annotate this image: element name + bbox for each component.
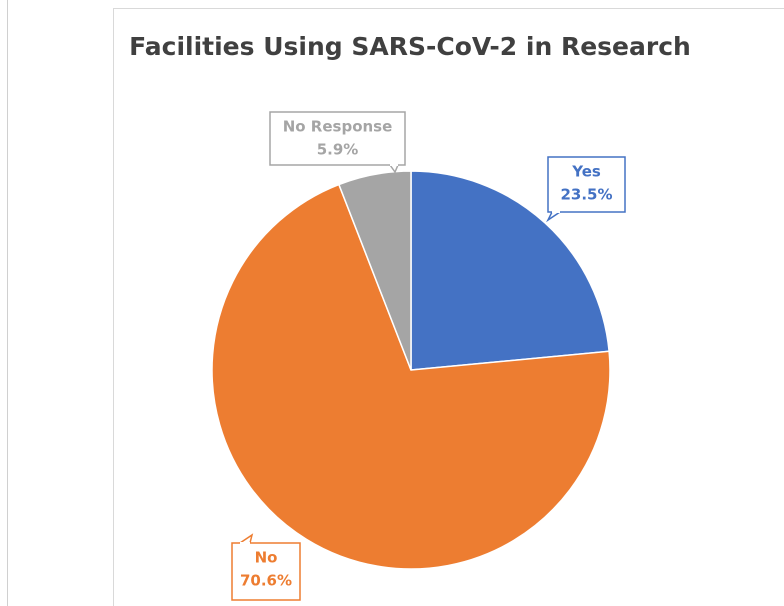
- data-label-value: 70.6%: [240, 572, 292, 590]
- callout-box: [269, 111, 406, 166]
- pie-slice: [410, 170, 610, 371]
- callout-box: [547, 156, 626, 213]
- pie-slice: [211, 183, 611, 570]
- chart-frame: [113, 8, 784, 606]
- callout-box: [231, 542, 301, 601]
- data-label-category: Yes: [571, 163, 601, 181]
- data-label-category: No Response: [283, 118, 393, 136]
- data-label-category: No: [255, 549, 278, 567]
- chart-title: Facilities Using SARS-CoV-2 in Research: [129, 32, 691, 61]
- callout-pointer: [239, 533, 254, 544]
- callout-pointer: [546, 211, 561, 223]
- callout-pointer: [389, 164, 399, 174]
- data-label-value: 5.9%: [317, 141, 359, 159]
- pie-slice: [337, 170, 412, 371]
- data-label-value: 23.5%: [560, 186, 612, 204]
